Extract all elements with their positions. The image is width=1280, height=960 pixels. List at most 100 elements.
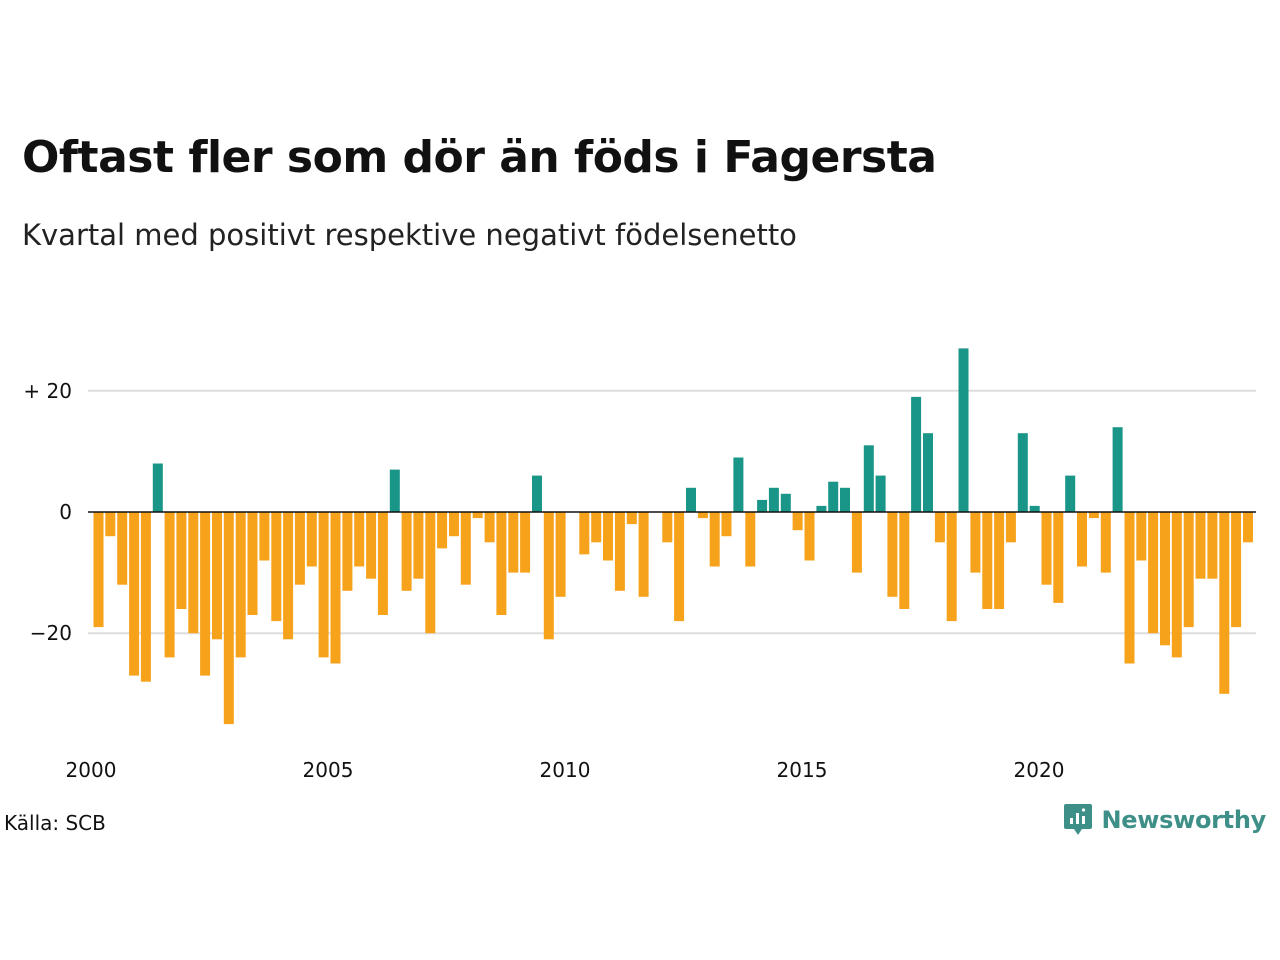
y-tick-label: 0 — [59, 500, 72, 524]
bar-negative — [484, 512, 495, 543]
bar-negative — [496, 512, 507, 615]
bar-positive — [780, 493, 791, 512]
bar-negative — [1053, 512, 1064, 603]
bar-positive — [1017, 433, 1028, 512]
bar-negative — [449, 512, 459, 537]
x-tick-label: 2020 — [1014, 758, 1065, 782]
bar-negative — [1088, 512, 1099, 519]
bar-negative — [1124, 512, 1135, 664]
bar-negative — [709, 512, 720, 567]
bar-negative — [330, 512, 341, 664]
bar-negative — [223, 512, 234, 725]
bar-negative — [93, 512, 104, 628]
bar-positive — [1065, 475, 1076, 512]
chart-title: Oftast fler som dör än föds i Fagersta — [22, 132, 937, 183]
bar-negative — [543, 512, 554, 640]
bar-negative — [164, 512, 175, 658]
bar-negative — [508, 512, 519, 573]
y-tick-label: −20 — [30, 621, 72, 645]
y-tick-label: + 20 — [23, 379, 72, 403]
x-tick-label: 2015 — [777, 758, 828, 782]
bar-negative — [294, 512, 305, 585]
bar-negative — [413, 512, 424, 579]
bar-positive — [152, 463, 163, 512]
bar-positive — [768, 487, 779, 512]
bar-negative — [354, 512, 365, 567]
bar-negative — [697, 512, 708, 519]
bar-negative — [745, 512, 756, 567]
bar-negative — [1100, 512, 1111, 573]
bar-negative — [614, 512, 625, 591]
bar-negative — [982, 512, 993, 609]
bar-negative — [520, 512, 531, 573]
bar-negative — [437, 512, 448, 549]
bar-positive — [958, 348, 969, 512]
bar-negative — [271, 512, 282, 622]
axes: + 20 0 −20 2000 2005 2010 2015 2020 — [23, 379, 1256, 782]
bar-negative — [306, 512, 317, 567]
bar-positive — [863, 445, 874, 512]
bar-positive — [532, 475, 542, 512]
bar-negative — [662, 512, 673, 543]
grid-lines — [88, 389, 1256, 635]
bar-negative — [1207, 512, 1218, 579]
bar-negative — [117, 512, 128, 585]
bar-positive — [686, 487, 696, 512]
bar-negative — [603, 512, 613, 561]
bar-negative — [1136, 512, 1147, 561]
bar-negative — [626, 512, 637, 525]
bar-positive — [911, 396, 922, 512]
bar-negative — [366, 512, 377, 579]
bar-negative — [674, 512, 685, 622]
bar-negative — [899, 512, 910, 609]
bar-negative — [946, 512, 957, 622]
bar-negative — [638, 512, 649, 597]
brand-logo: Newsworthy — [1063, 803, 1266, 837]
bar-negative — [1195, 512, 1206, 579]
bar-positive — [923, 433, 933, 512]
bar-negative — [1077, 512, 1087, 567]
bar-negative — [1041, 512, 1052, 585]
bar-negative — [792, 512, 803, 531]
bar-negative — [1231, 512, 1242, 628]
bar-positive — [389, 469, 400, 512]
bar-negative — [1171, 512, 1182, 658]
bar-positive — [757, 499, 768, 512]
bar-negative — [129, 512, 140, 676]
bar-negative — [804, 512, 815, 561]
bar-negative — [377, 512, 388, 615]
bar-negative — [1219, 512, 1230, 694]
bar-positive — [1112, 427, 1123, 512]
bar-negative — [176, 512, 187, 609]
bar-positive — [828, 481, 839, 512]
x-tick-label: 2010 — [540, 758, 591, 782]
bar-positive — [733, 457, 744, 512]
bar-positive — [875, 475, 886, 512]
bar-negative — [555, 512, 566, 597]
x-tick-label: 2005 — [303, 758, 354, 782]
bar-negative — [887, 512, 898, 597]
bar-negative — [140, 512, 151, 682]
bar-negative — [401, 512, 412, 591]
bar-negative — [970, 512, 981, 573]
bars — [93, 348, 1253, 725]
bar-negative — [200, 512, 211, 676]
bar-negative — [318, 512, 329, 658]
source-note: Källa: SCB — [4, 811, 106, 835]
bar-positive — [1029, 505, 1040, 512]
bar-negative — [342, 512, 353, 591]
chart-subtitle: Kvartal med positivt respektive negativt… — [22, 218, 797, 252]
bar-negative — [283, 512, 294, 640]
newsworthy-logo-icon — [1064, 804, 1093, 835]
bar-negative — [460, 512, 471, 585]
bar-negative — [1148, 512, 1159, 634]
bar-negative — [851, 512, 862, 573]
bar-negative — [1243, 512, 1253, 543]
bar-chart: + 20 0 −20 2000 2005 2010 2015 2020 — [23, 348, 1256, 782]
bar-negative — [105, 512, 116, 537]
bar-negative — [259, 512, 270, 561]
bar-negative — [247, 512, 258, 615]
bar-positive — [816, 505, 827, 512]
bar-positive — [840, 487, 850, 512]
bar-negative — [994, 512, 1005, 609]
